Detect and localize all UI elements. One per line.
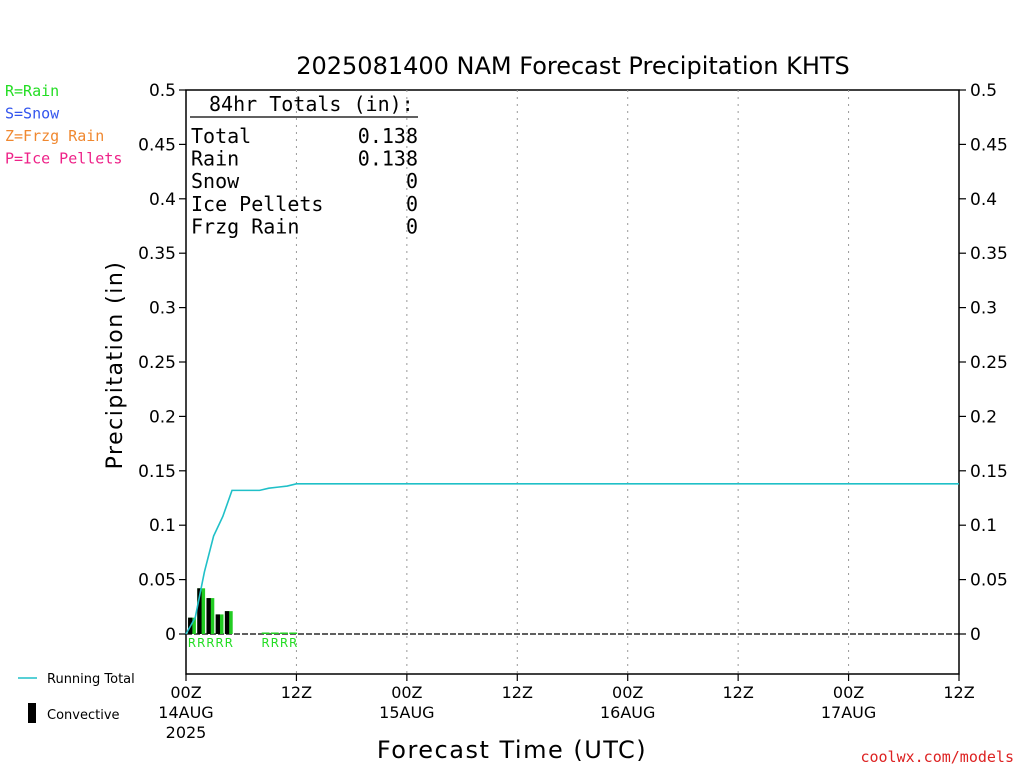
- ptype-marker: R: [271, 636, 279, 650]
- precip-bars: [188, 588, 298, 634]
- x-tick-date: 14AUG: [158, 703, 213, 722]
- totals-label-4: Frzg Rain: [191, 214, 299, 238]
- totals-value-3: 0: [406, 192, 418, 216]
- x-tick-date: 17AUG: [821, 703, 876, 722]
- x-axis-label: Forecast Time (UTC): [377, 736, 647, 764]
- x-tick-label: 00Z: [612, 683, 643, 702]
- x-tick-label: 12Z: [722, 683, 753, 702]
- y-tick-label-right: 0: [970, 625, 981, 645]
- chart-title: 2025081400 NAM Forecast Precipitation KH…: [296, 52, 850, 80]
- y-tick-label-left: 0.15: [138, 462, 176, 482]
- legend-label-0: Running Total: [47, 672, 135, 687]
- y-tick-label-left: 0.4: [149, 190, 176, 210]
- legend: Running Total Convective: [18, 672, 135, 723]
- ptype-marker: R: [188, 636, 196, 650]
- x-tick-label: 12Z: [281, 683, 312, 702]
- convective-bar: [206, 598, 211, 634]
- totals-label-2: Snow: [191, 169, 240, 193]
- y-tick-label-left: 0.05: [138, 571, 176, 591]
- totals-label-0: Total: [191, 124, 251, 148]
- y-tick-label-right: 0.1: [970, 516, 997, 536]
- totals-value-2: 0: [406, 169, 418, 193]
- x-tick-label: 00Z: [833, 683, 864, 702]
- plot-frame: [185, 89, 960, 675]
- ptype-marker: R: [261, 636, 269, 650]
- ptype-marker: R: [206, 636, 214, 650]
- y-tick-label-right: 0.45: [970, 135, 1008, 155]
- y-tick-label-right: 0.3: [970, 299, 997, 319]
- y-tick-label-right: 0.4: [970, 190, 997, 210]
- totals-value-4: 0: [406, 214, 418, 238]
- running-total-line: [185, 483, 959, 635]
- y-tick-label-right: 0.05: [970, 571, 1008, 591]
- convective-bar: [215, 614, 220, 634]
- convective-bar: [224, 611, 230, 634]
- y-axis-label: Precipitation (in): [103, 261, 128, 470]
- precip-bar: [270, 632, 279, 634]
- y-tick-label-right: 0.15: [970, 462, 1008, 482]
- y-tick-label-left: 0.5: [149, 81, 176, 101]
- convective-bar: [197, 588, 202, 634]
- grid-lines: [186, 90, 959, 674]
- precip-bar: [280, 632, 288, 634]
- y-tick-label-left: 0.35: [138, 244, 176, 264]
- totals-heading: 84hr Totals (in):: [209, 92, 414, 116]
- running-total-series: [185, 483, 959, 635]
- y-tick-label-left: 0.25: [138, 353, 176, 373]
- y-tick-label-left: 0.2: [149, 407, 176, 427]
- totals-value-0: 0.138: [358, 124, 418, 148]
- credit-text: coolwx.com/models: [860, 748, 1014, 766]
- y-ticks: 0 00.05 0.050.1 0.10.15 0.150.2 0.20.25 0.250.…: [138, 81, 1008, 645]
- ptype-key-3: P=Ice Pellets: [5, 150, 122, 168]
- x-tick-label: 00Z: [170, 683, 201, 702]
- x-tick-label: 12Z: [502, 683, 533, 702]
- ptype-key-1: S=Snow: [5, 105, 60, 123]
- precip-bar: [289, 632, 298, 634]
- y-tick-label-left: 0.1: [149, 516, 176, 536]
- y-tick-label-right: 0.35: [970, 244, 1008, 264]
- ptype-key-2: Z=Frzg Rain: [5, 127, 104, 145]
- y-tick-label-right: 0.2: [970, 407, 997, 427]
- totals-label-1: Rain: [191, 147, 239, 171]
- x-tick-year: 2025: [166, 723, 207, 742]
- y-tick-label-left: 0.3: [149, 299, 176, 319]
- y-tick-label-left: 0.45: [138, 135, 176, 155]
- x-tick-label: 00Z: [391, 683, 422, 702]
- ptype-marker: R: [289, 636, 297, 650]
- ptype-marker: R: [225, 636, 233, 650]
- y-tick-label-right: 0.25: [970, 353, 1008, 373]
- legend-label-1: Convective: [47, 708, 120, 723]
- totals-label-3: Ice Pellets: [191, 192, 323, 216]
- ptype-key-0: R=Rain: [5, 82, 59, 100]
- x-tick-date: 16AUG: [600, 703, 655, 722]
- totals-box: 84hr Totals (in): Total 0.138 Rain 0.138 Sno…: [190, 92, 418, 238]
- precip-bar: [261, 632, 270, 634]
- y-tick-label-left: 0: [165, 625, 176, 645]
- totals-value-1: 0.138: [358, 147, 418, 171]
- x-tick-label: 12Z: [943, 683, 974, 702]
- ptype-marker: R: [215, 636, 223, 650]
- y-tick-label-right: 0.5: [970, 81, 997, 101]
- legend-swatch-bar: [28, 703, 36, 723]
- ptype-key: R=Rain S=Snow Z=Frzg Rain P=Ice Pellets: [5, 82, 122, 168]
- ptype-marker: R: [280, 636, 288, 650]
- x-tick-date: 15AUG: [379, 703, 434, 722]
- ptype-marker: R: [197, 636, 205, 650]
